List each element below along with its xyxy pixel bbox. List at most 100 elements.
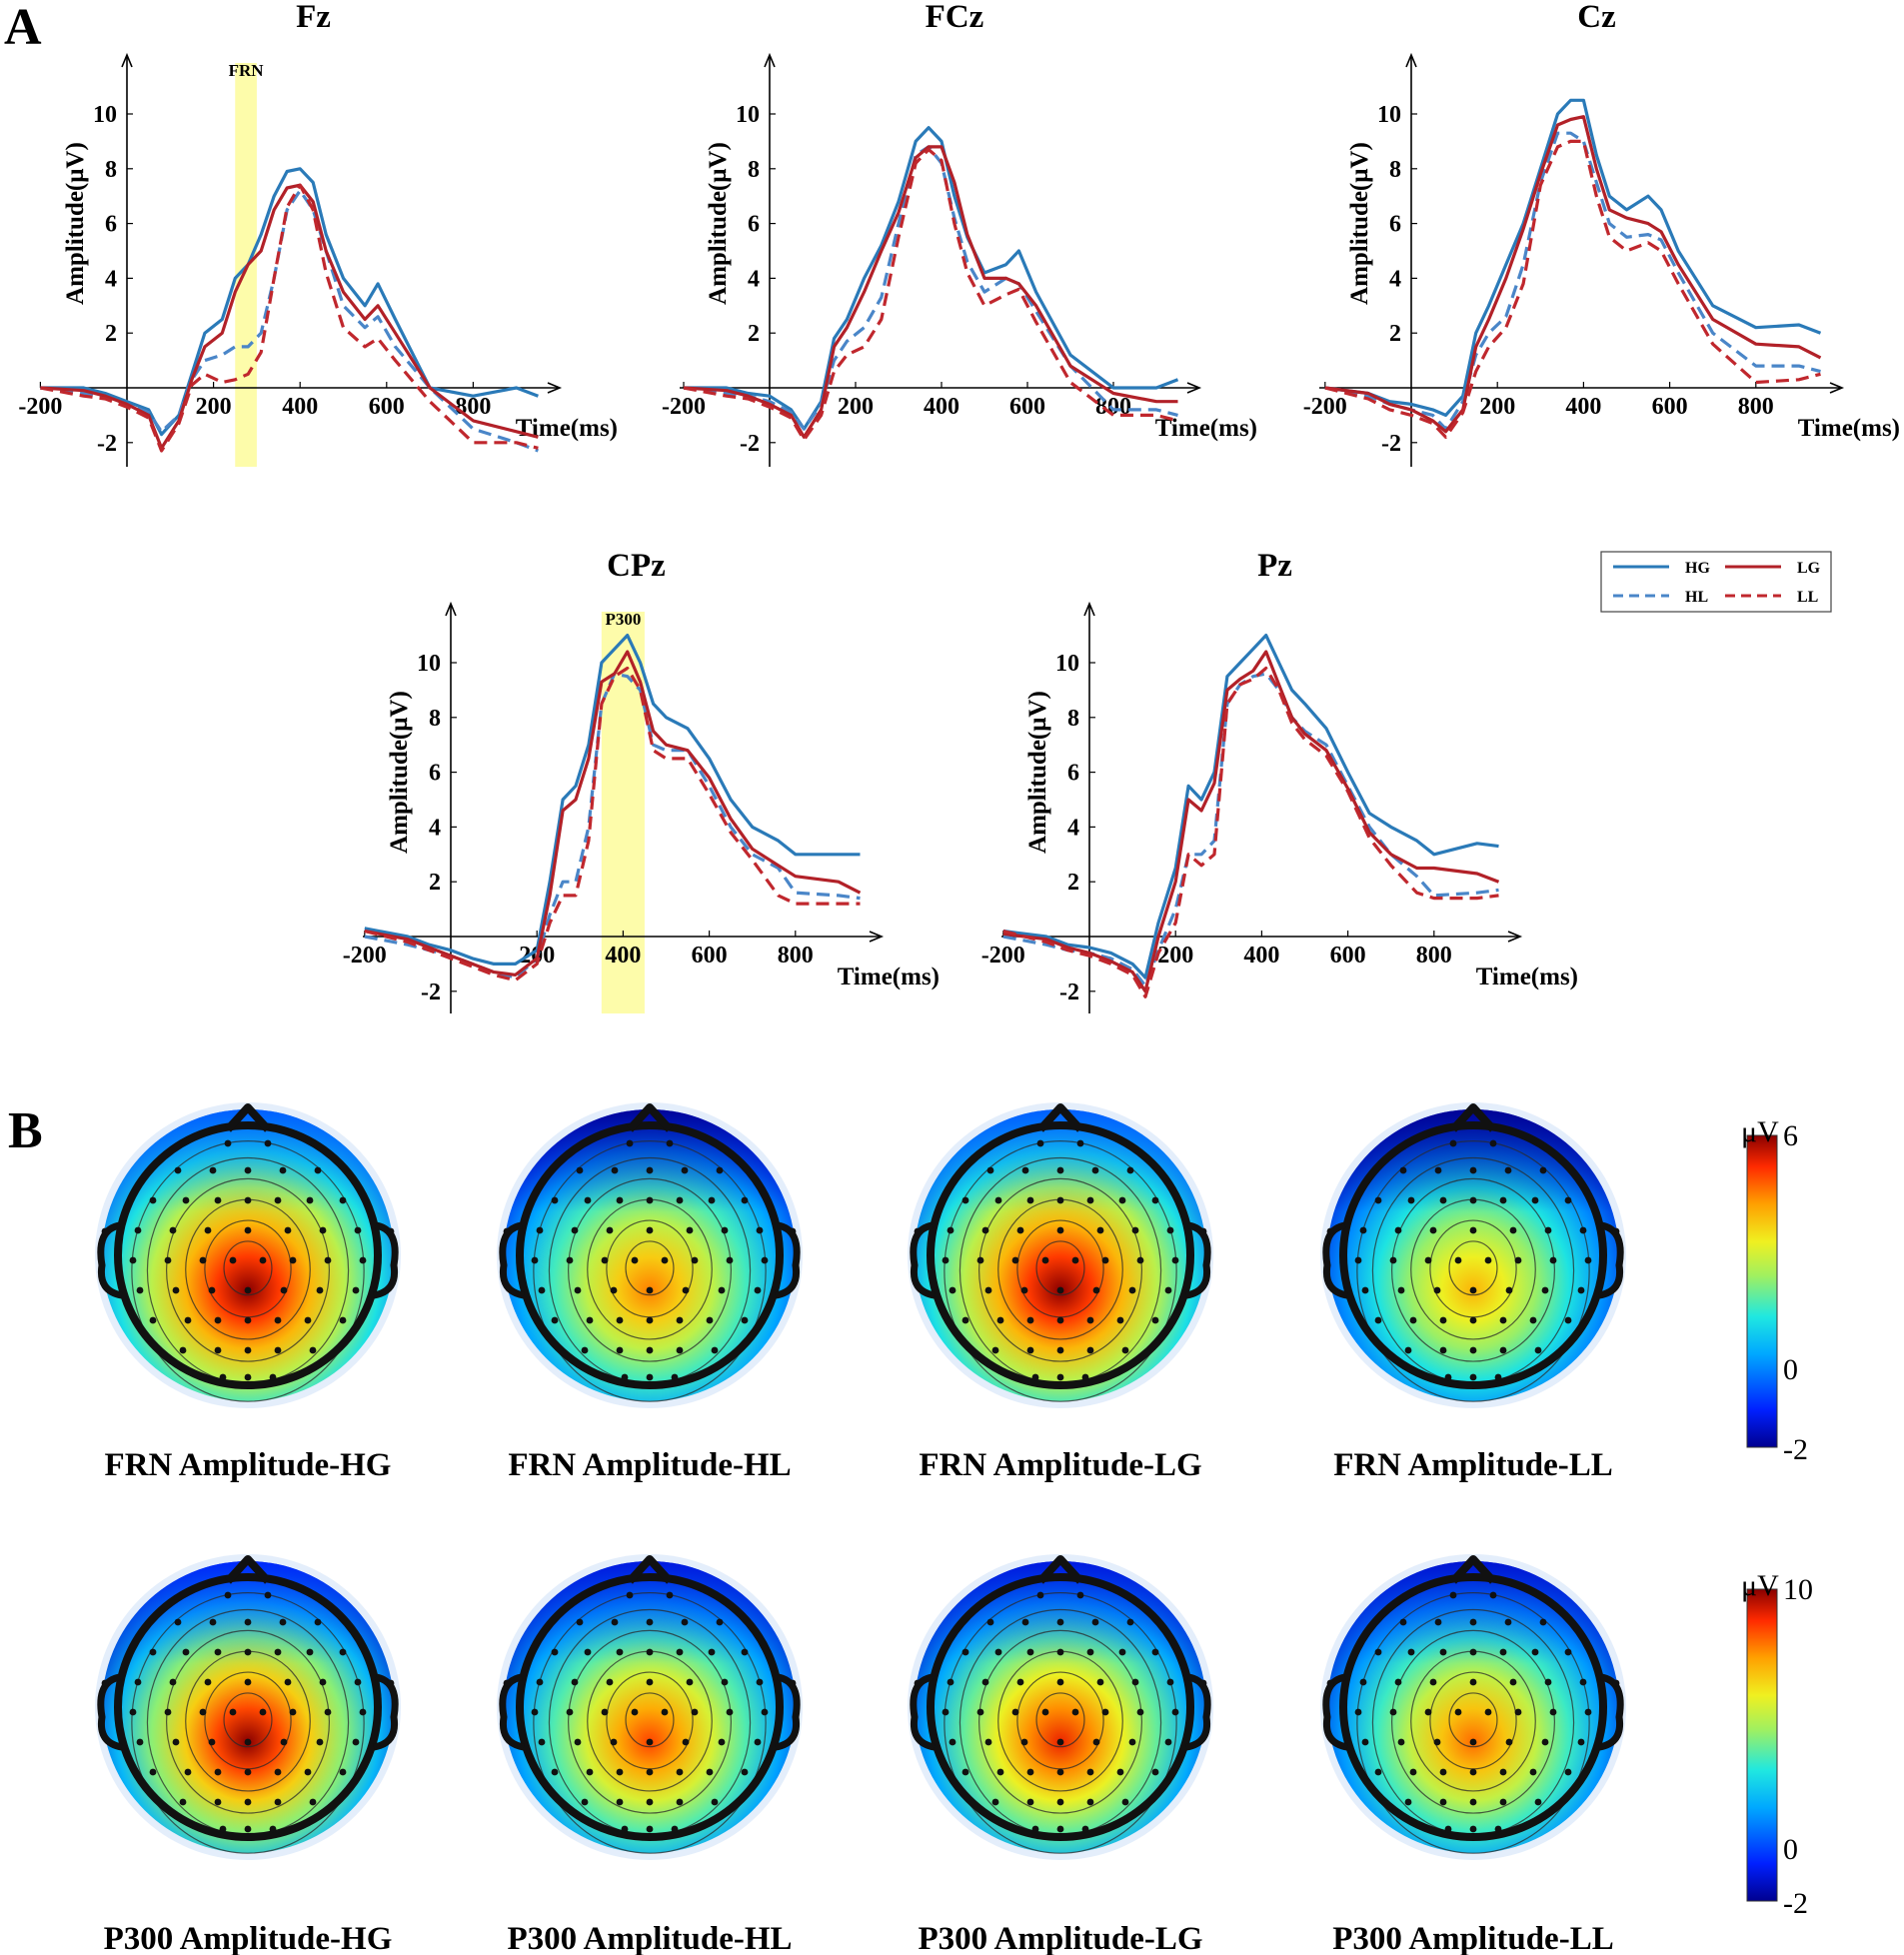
- electrode-dot: [676, 1768, 684, 1776]
- x-tick-label-cz: 400: [1565, 394, 1601, 420]
- x-axis-title-pz: Time(ms): [1476, 964, 1578, 990]
- electrode-dot: [991, 1798, 999, 1806]
- electrode-dot: [149, 1316, 157, 1324]
- electrode-dot: [1439, 1316, 1447, 1324]
- series-line-lg-cpz: [364, 650, 862, 977]
- electrode-dot: [1166, 1678, 1174, 1686]
- electrode-dot: [1041, 1256, 1049, 1264]
- electrode-dot: [1086, 1316, 1094, 1324]
- electrode-dot: [1031, 1825, 1039, 1833]
- topo-contour: [223, 1692, 273, 1748]
- topo-caption: P300 Amplitude-LG: [918, 1921, 1202, 1955]
- y-tick-label-fcz: 2: [748, 321, 760, 347]
- electrode-dot: [571, 1226, 579, 1234]
- electrode-dot: [914, 1679, 922, 1687]
- electrode-dot: [1136, 1256, 1144, 1264]
- electrode-dot: [991, 1346, 999, 1354]
- topo-contour: [1356, 1139, 1590, 1402]
- electrode-dot: [1434, 1166, 1442, 1174]
- y-tick-label-fcz: -2: [740, 431, 760, 457]
- electrode-dot: [961, 1648, 969, 1656]
- topo-caption: FRN Amplitude-HL: [508, 1447, 791, 1483]
- electrode-dot: [199, 1708, 207, 1716]
- electrode-dot: [199, 1256, 207, 1264]
- electrode-dot: [536, 1678, 544, 1686]
- colorbar-unit: μV: [1741, 1115, 1779, 1148]
- topo-contour: [1448, 1240, 1498, 1296]
- electrode-dot: [691, 1256, 699, 1264]
- right-ear-icon: [775, 1221, 801, 1299]
- electrode-dot: [1504, 1166, 1512, 1174]
- electrode-dot: [182, 1196, 190, 1204]
- electrode-dot: [947, 1226, 954, 1234]
- electrode-dot: [611, 1618, 619, 1626]
- electrode-dot: [646, 1316, 654, 1324]
- chart-title-fz: Fz: [296, 0, 331, 35]
- electrode-dot: [1494, 1373, 1502, 1381]
- topo-caption: P300 Amplitude-HG: [104, 1921, 393, 1955]
- electrode-dot: [976, 1256, 984, 1264]
- electrode-dot: [1444, 1825, 1452, 1833]
- electrode-dot: [1056, 1286, 1064, 1294]
- y-axis-title-cz: Amplitude(μV): [1346, 142, 1373, 305]
- electrode-dot: [676, 1196, 684, 1204]
- electrode-dot: [1424, 1708, 1432, 1716]
- electrode-dot: [214, 1316, 222, 1324]
- x-tick-label-fz: 800: [455, 394, 491, 420]
- electrode-dot: [586, 1316, 594, 1324]
- electrode-dot: [503, 1679, 511, 1687]
- electrode-dot: [219, 1373, 227, 1381]
- electrode-dot: [1564, 1196, 1572, 1204]
- x-tick-label-cz: 200: [1479, 394, 1515, 420]
- x-tick-label-cpz: 400: [605, 943, 641, 969]
- electrode-dot: [708, 1648, 716, 1656]
- electrode-dot: [538, 1286, 546, 1294]
- electrode-dot: [1081, 1373, 1089, 1381]
- electrode-dot: [169, 1226, 177, 1234]
- electrode-dot: [352, 1738, 360, 1746]
- electrode-dot: [224, 1139, 232, 1147]
- colorbar-max: 6: [1783, 1119, 1798, 1152]
- electrode-dot: [914, 1227, 922, 1235]
- legend-label-hg: HG: [1685, 560, 1710, 577]
- electrode-dot: [551, 1768, 559, 1776]
- electrode-dot: [616, 1648, 624, 1656]
- electrode-dot: [354, 1226, 362, 1234]
- y-tick-label-cpz: 6: [429, 761, 441, 787]
- nose-icon: [225, 1555, 271, 1584]
- electrode-dot: [1514, 1256, 1522, 1264]
- electrode-dot: [101, 1227, 109, 1235]
- electrode-dot: [1071, 1708, 1079, 1716]
- electrode-dot: [214, 1346, 222, 1354]
- y-axis-arrow-pz: [1083, 601, 1095, 617]
- electrode-dot: [274, 1316, 282, 1324]
- series-line-ll-cz: [1324, 139, 1821, 439]
- electrode-dot: [1504, 1618, 1512, 1626]
- electrode-dot: [661, 1708, 669, 1716]
- left-ear-icon: [499, 1673, 525, 1751]
- panel-letter-a: A: [4, 0, 42, 56]
- electrode-dot: [229, 1708, 237, 1716]
- electrode-dot: [1020, 1286, 1028, 1294]
- right-ear-icon: [1185, 1673, 1211, 1751]
- series-line-hl-cz: [1324, 131, 1821, 431]
- electrode-dot: [129, 1256, 137, 1264]
- electrode-dot: [666, 1591, 674, 1599]
- series-line-lg-pz: [1002, 650, 1500, 993]
- left-ear-icon: [1322, 1673, 1348, 1751]
- electrode-dot: [169, 1678, 177, 1686]
- electrode-dot: [1469, 1825, 1477, 1833]
- y-tick-label-cz: 8: [1389, 157, 1401, 183]
- electrode-dot: [1433, 1738, 1441, 1746]
- electrode-dot: [1612, 1227, 1620, 1235]
- electrode-dot: [244, 1226, 252, 1234]
- electrode-dot: [279, 1166, 287, 1174]
- electrode-dot: [264, 1139, 272, 1147]
- x-axis-title-cz: Time(ms): [1798, 415, 1900, 442]
- electrode-dot: [274, 1196, 282, 1204]
- electrode-dot: [1469, 1648, 1477, 1656]
- electrode-dot: [1151, 1648, 1159, 1656]
- topo-contour: [944, 1139, 1177, 1402]
- electrode-dot: [1564, 1648, 1572, 1656]
